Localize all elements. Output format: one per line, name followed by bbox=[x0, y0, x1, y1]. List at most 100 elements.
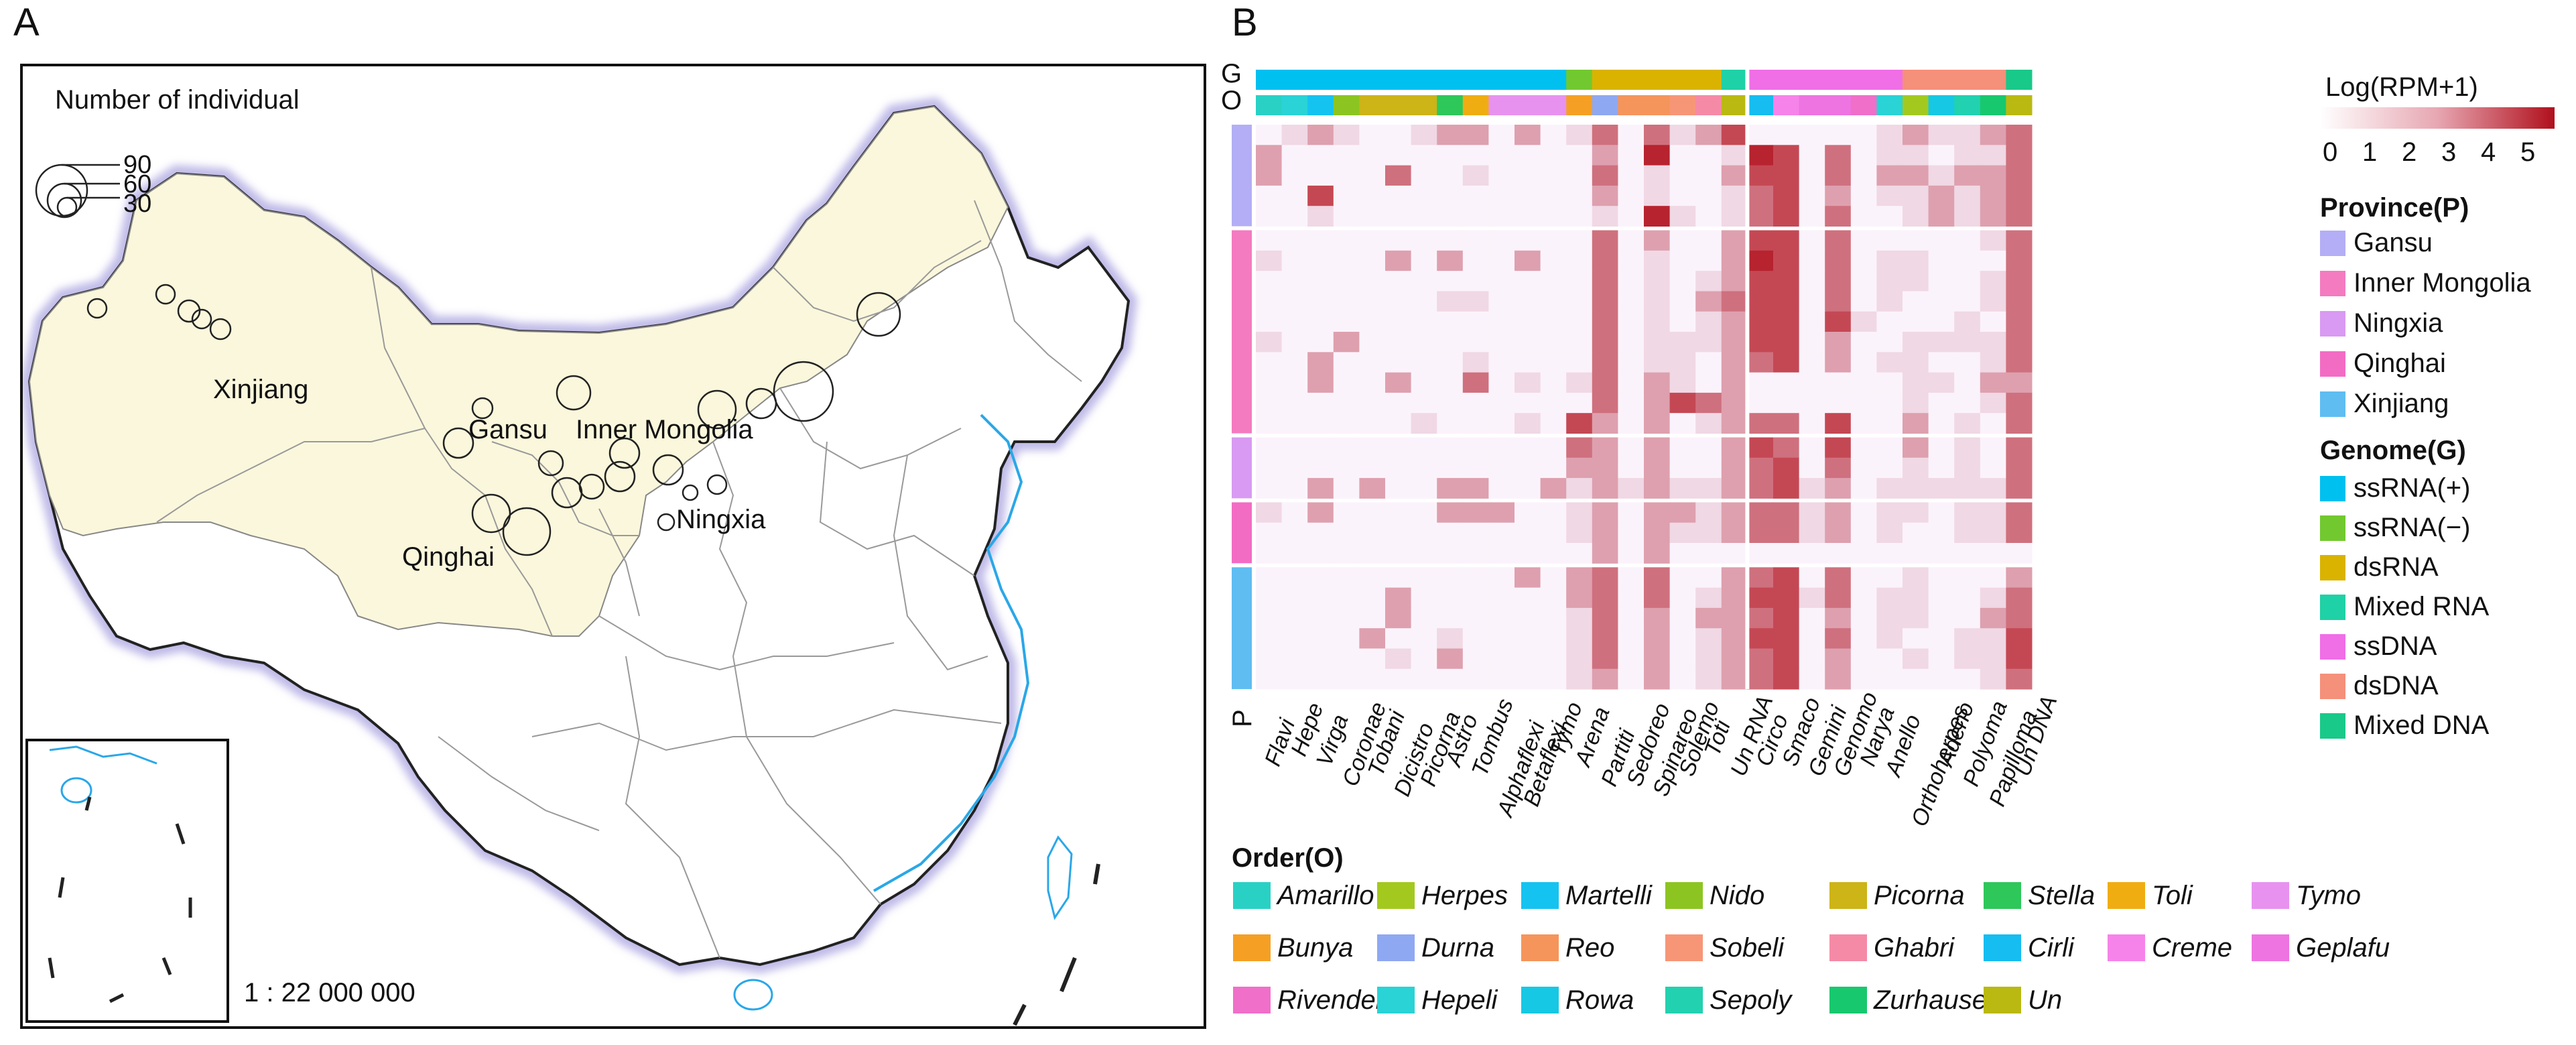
heatmap-cell bbox=[1928, 413, 1955, 434]
province-borders bbox=[156, 200, 1082, 959]
heatmap-cell bbox=[1540, 502, 1567, 524]
heatmap-cell bbox=[1437, 543, 1464, 564]
heatmap-cell bbox=[1825, 478, 1852, 499]
heatmap-cell bbox=[1540, 311, 1567, 332]
heatmap-cell bbox=[1515, 125, 1541, 145]
heatmap-cell bbox=[1903, 392, 1929, 414]
heatmap-cell bbox=[1928, 607, 1955, 629]
heatmap-cell bbox=[1540, 352, 1567, 373]
order-legend-swatch bbox=[1377, 987, 1415, 1013]
heatmap-cell bbox=[1566, 607, 1593, 629]
site-bubble bbox=[471, 493, 511, 534]
heatmap-cell bbox=[1825, 437, 1852, 458]
order-legend-swatch bbox=[1984, 882, 2021, 909]
heatmap-cell bbox=[1307, 392, 1334, 414]
heatmap-cell bbox=[1515, 145, 1541, 166]
order-legend-label: Rivendell bbox=[1277, 985, 1388, 1015]
heatmap-cell bbox=[1903, 567, 1929, 589]
province-row-block bbox=[1232, 502, 1252, 564]
heatmap-cell bbox=[1333, 145, 1360, 166]
heatmap-cell bbox=[1669, 332, 1696, 353]
heatmap-cell bbox=[1876, 392, 1903, 414]
heatmap-cell bbox=[1333, 230, 1360, 251]
heatmap-cell bbox=[1256, 502, 1283, 524]
heatmap-cell bbox=[1825, 206, 1852, 227]
heatmap-cell bbox=[1850, 332, 1877, 353]
heatmap-cell bbox=[1644, 478, 1671, 499]
inset-dash bbox=[175, 823, 186, 845]
heatmap-cell bbox=[1876, 352, 1903, 373]
legend-label: dsRNA bbox=[2354, 552, 2439, 582]
heatmap-cell bbox=[1773, 567, 1800, 589]
heatmap-cell bbox=[1747, 567, 1774, 589]
heatmap-cell bbox=[1721, 413, 1748, 434]
order-track-cell bbox=[1307, 95, 1334, 115]
heatmap-cell bbox=[1307, 522, 1334, 544]
heatmap-cell bbox=[1954, 206, 1981, 227]
heatmap-cell bbox=[1411, 478, 1437, 499]
heatmap-cell bbox=[1359, 125, 1386, 145]
heatmap-cell bbox=[1747, 332, 1774, 353]
heatmap-cell bbox=[2006, 185, 2033, 206]
heatmap-cell bbox=[1359, 587, 1386, 609]
heatmap-cell bbox=[1540, 372, 1567, 393]
region-label-inner-mongolia: Inner Mongolia bbox=[576, 415, 753, 444]
heatmap-cell bbox=[2006, 165, 2033, 186]
heatmap-cell bbox=[1876, 230, 1903, 251]
heatmap-cell bbox=[1256, 271, 1283, 292]
heatmap-cell bbox=[1825, 372, 1852, 393]
order-legend-swatch bbox=[1984, 987, 2021, 1013]
heatmap-cell bbox=[1411, 311, 1437, 332]
heatmap-cell bbox=[1695, 502, 1722, 524]
heatmap-cell bbox=[1592, 392, 1618, 414]
heatmap-cell bbox=[1437, 352, 1464, 373]
heatmap-cell bbox=[1333, 165, 1360, 186]
genome-track-cell bbox=[1540, 70, 1567, 90]
genome-track-cell bbox=[1747, 70, 1774, 90]
heatmap-cell bbox=[1799, 230, 1825, 251]
heatmap-cell bbox=[1540, 332, 1567, 353]
heatmap-cell bbox=[1721, 607, 1748, 629]
genome-track-cell bbox=[1488, 70, 1515, 90]
heatmap-cell bbox=[1488, 413, 1515, 434]
heatmap-cell bbox=[1695, 332, 1722, 353]
heatmap-cell bbox=[1644, 502, 1671, 524]
heatmap-cell bbox=[1462, 291, 1489, 312]
site-bubble bbox=[209, 318, 232, 341]
heatmap-cell bbox=[1359, 478, 1386, 499]
heatmap-cell bbox=[1644, 271, 1671, 292]
order-track-cell bbox=[2006, 95, 2033, 115]
heatmap-cell bbox=[1592, 311, 1618, 332]
heatmap-cell bbox=[1307, 206, 1334, 227]
heatmap-cell bbox=[1695, 587, 1722, 609]
order-legend-label: Picorna bbox=[1874, 881, 1965, 910]
order-legend-label: Zurhausen bbox=[1874, 985, 2002, 1015]
legend-swatch bbox=[2320, 713, 2345, 739]
genome-track-cell bbox=[1954, 70, 1981, 90]
order-legend-swatch bbox=[2252, 882, 2289, 909]
heatmap-cell bbox=[1281, 250, 1308, 271]
province-row-block bbox=[1232, 437, 1252, 499]
heatmap-cell bbox=[1618, 206, 1645, 227]
heatmap-cell bbox=[1928, 230, 1955, 251]
heatmap-cell bbox=[1256, 165, 1283, 186]
heatmap-cell bbox=[1540, 437, 1567, 458]
heatmap-cell bbox=[1980, 185, 2006, 206]
heatmap-cell bbox=[1488, 372, 1515, 393]
heatmap-cell bbox=[1644, 607, 1671, 629]
heatmap-cell bbox=[1437, 271, 1464, 292]
heatmap-cell bbox=[1359, 372, 1386, 393]
heatmap-cell bbox=[1281, 522, 1308, 544]
heatmap-cell bbox=[1437, 502, 1464, 524]
heatmap-cell bbox=[1540, 413, 1567, 434]
order-legend-swatch bbox=[1521, 934, 1559, 961]
heatmap-cell bbox=[1281, 587, 1308, 609]
track-label-order: O bbox=[1221, 86, 1242, 115]
heatmap-cell bbox=[1669, 628, 1696, 649]
china-map bbox=[23, 97, 1138, 1026]
heatmap-cell bbox=[1980, 165, 2006, 186]
heatmap-cell bbox=[1721, 437, 1748, 458]
heatmap-cell bbox=[1385, 250, 1412, 271]
heatmap-cell bbox=[2006, 478, 2033, 499]
heatmap-cell bbox=[1540, 271, 1567, 292]
